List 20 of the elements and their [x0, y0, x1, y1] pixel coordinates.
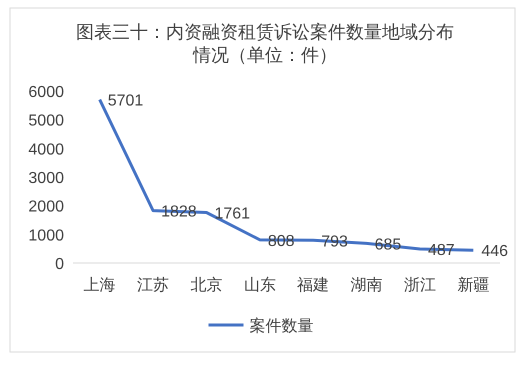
y-tick-label: 0	[55, 256, 64, 273]
legend-label: 案件数量	[250, 317, 314, 335]
chart-title: 图表三十：内资融资租赁诉讼案件数量地域分布情况（单位：件）	[76, 22, 454, 65]
x-tick-label: 江苏	[137, 276, 170, 294]
data-label: 5701	[108, 92, 144, 110]
y-tick-label: 1000	[28, 227, 64, 244]
x-tick-label: 湖南	[350, 276, 383, 294]
x-tick-label: 北京	[190, 276, 222, 294]
y-tick-label: 3000	[28, 170, 64, 187]
y-tick-label: 6000	[28, 84, 64, 101]
x-tick-label: 浙江	[404, 276, 436, 294]
data-label: 446	[481, 243, 508, 260]
x-tick-label: 新疆	[457, 276, 490, 294]
x-tick-label: 山东	[244, 276, 276, 294]
y-tick-label: 2000	[28, 198, 64, 216]
y-tick-label: 5000	[28, 112, 64, 130]
x-tick-label: 上海	[84, 276, 116, 294]
x-tick-label: 福建	[297, 276, 330, 294]
data-label: 1761	[214, 206, 250, 223]
y-tick-label: 4000	[28, 141, 64, 158]
